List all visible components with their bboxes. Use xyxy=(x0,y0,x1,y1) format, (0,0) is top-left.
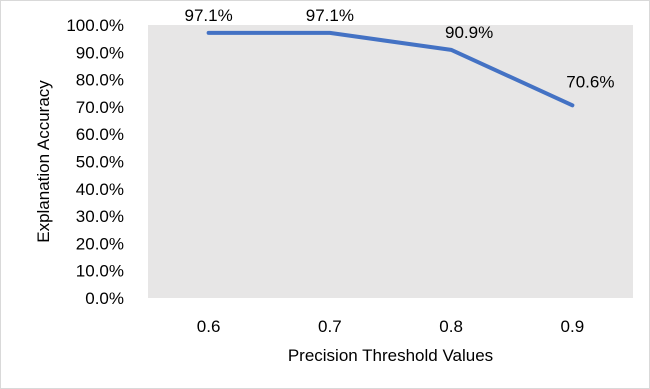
y-tick-label: 60.0% xyxy=(76,125,124,144)
x-tick-label: 0.8 xyxy=(439,317,463,336)
y-tick-label: 50.0% xyxy=(76,153,124,172)
y-tick-label: 40.0% xyxy=(76,180,124,199)
y-tick-label: 0.0% xyxy=(85,289,124,308)
y-tick-label: 80.0% xyxy=(76,71,124,90)
x-tick-label: 0.9 xyxy=(561,317,585,336)
y-tick-label: 20.0% xyxy=(76,234,124,253)
y-axis-title: Explanation Accuracy xyxy=(34,80,53,243)
data-label: 90.9% xyxy=(445,23,493,42)
data-label: 70.6% xyxy=(566,72,614,91)
y-tick-label: 10.0% xyxy=(76,262,124,281)
y-tick-label: 30.0% xyxy=(76,207,124,226)
series-line xyxy=(206,30,575,108)
x-axis-tick-labels: 0.6 0.7 0.8 0.9 xyxy=(197,317,584,336)
x-axis-title: Precision Threshold Values xyxy=(288,346,493,365)
series-layer xyxy=(206,30,575,108)
data-label: 97.1% xyxy=(185,6,233,25)
y-axis-tick-labels: 0.0% 10.0% 20.0% 30.0% 40.0% 50.0% 60.0% 70.0% 8… xyxy=(66,16,124,308)
plot-area xyxy=(148,25,633,298)
y-tick-label: 90.0% xyxy=(76,43,124,62)
data-labels: 97.1% 97.1% 90.9% 70.6% xyxy=(185,6,615,91)
y-tick-label: 100.0% xyxy=(66,16,124,35)
y-tick-label: 70.0% xyxy=(76,98,124,117)
x-tick-label: 0.6 xyxy=(197,317,221,336)
x-tick-label: 0.7 xyxy=(318,317,342,336)
data-label: 97.1% xyxy=(306,6,354,25)
